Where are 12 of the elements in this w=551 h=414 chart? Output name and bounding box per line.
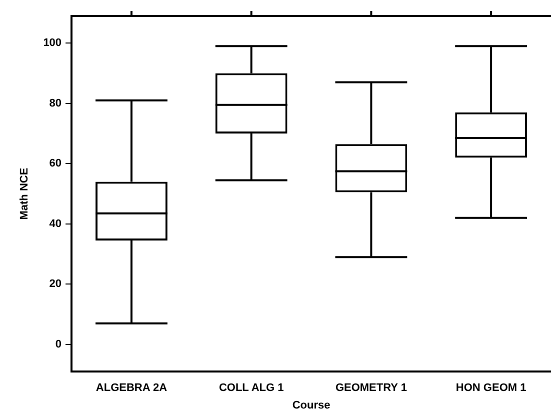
x-axis-title: Course [292,399,330,412]
x-tick-label: ALGEBRA 2A [96,382,168,394]
x-tick-label: HON GEOM 1 [456,382,526,394]
y-tick-label: 40 [49,218,62,230]
y-tick-label: 80 [49,97,62,110]
y-tick-label: 20 [49,278,62,290]
y-tick-label: 0 [55,338,62,351]
y-axis-title: Math NCE [18,168,31,220]
y-tick-label: 100 [43,37,62,50]
y-tick-label: 60 [49,158,62,170]
x-tick-label: COLL ALG 1 [218,382,284,394]
x-tick-label: GEOMETRY 1 [335,382,407,394]
